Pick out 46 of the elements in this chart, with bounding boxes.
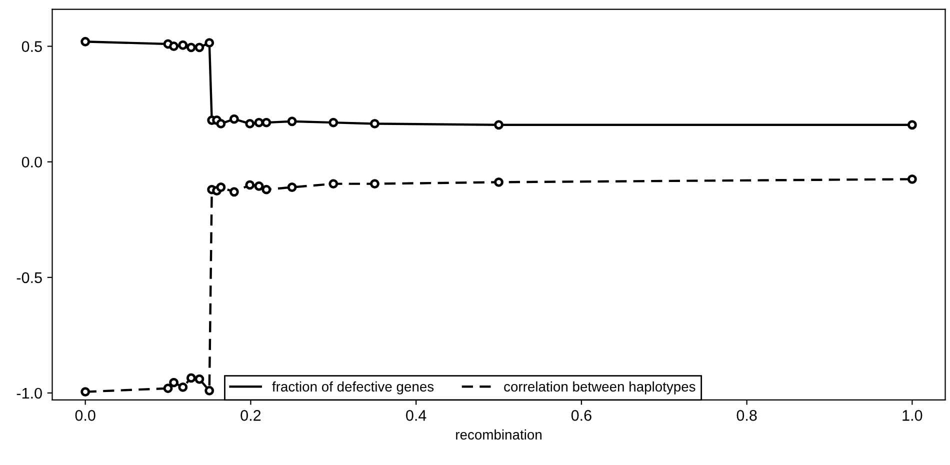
x-tick-label: 1.0 bbox=[902, 410, 922, 421]
point bbox=[204, 38, 214, 48]
legend-label: correlation between haplotypes bbox=[504, 381, 696, 394]
point bbox=[163, 384, 173, 394]
point bbox=[262, 184, 272, 194]
point bbox=[254, 181, 264, 191]
point bbox=[186, 373, 196, 383]
point bbox=[80, 387, 90, 397]
point bbox=[186, 42, 196, 52]
point bbox=[245, 180, 255, 190]
point bbox=[229, 114, 239, 124]
y-tick-label: -1.0 bbox=[16, 388, 42, 399]
point bbox=[494, 120, 504, 130]
x-tick-label: 0.0 bbox=[75, 410, 96, 421]
point bbox=[169, 378, 179, 388]
point bbox=[370, 118, 380, 128]
point bbox=[178, 382, 188, 392]
point bbox=[328, 118, 338, 128]
point bbox=[494, 177, 504, 187]
x-tick-label: 0.6 bbox=[571, 410, 592, 421]
x-axis-title: recombination bbox=[456, 429, 542, 440]
point bbox=[328, 179, 338, 189]
point bbox=[287, 182, 297, 192]
point bbox=[204, 386, 214, 396]
point bbox=[80, 36, 90, 46]
point bbox=[907, 120, 917, 130]
point bbox=[178, 40, 188, 50]
point bbox=[245, 118, 255, 128]
legend-label: fraction of defective genes bbox=[272, 381, 434, 394]
point bbox=[194, 42, 204, 52]
x-tick-label: 0.4 bbox=[406, 410, 426, 421]
y-tick-label: 0.0 bbox=[22, 156, 42, 168]
x-tick-label: 0.2 bbox=[240, 410, 261, 421]
y-tick-label: -0.5 bbox=[16, 272, 42, 284]
point bbox=[194, 374, 204, 384]
x-tick-label: 0.8 bbox=[736, 410, 757, 421]
point bbox=[907, 174, 917, 184]
y-tick-label: 0.5 bbox=[22, 41, 42, 52]
point bbox=[169, 42, 179, 51]
point bbox=[216, 118, 226, 128]
point bbox=[254, 118, 264, 128]
point bbox=[216, 182, 226, 192]
point bbox=[229, 187, 239, 197]
point bbox=[262, 118, 272, 128]
point bbox=[287, 116, 297, 126]
point bbox=[370, 179, 380, 189]
